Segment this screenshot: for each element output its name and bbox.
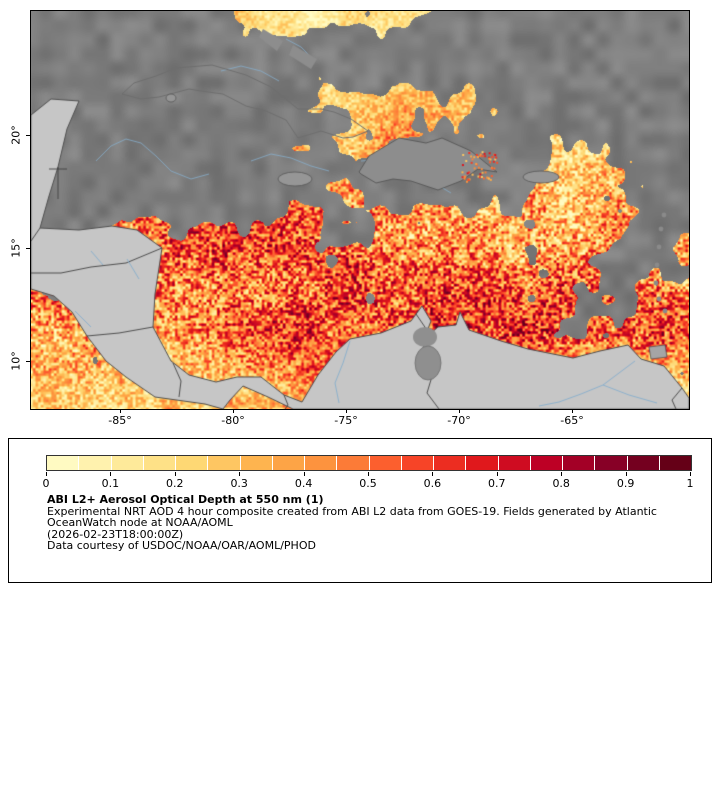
colorbar-segment: [176, 456, 208, 470]
colorbar-segment: [111, 456, 143, 470]
y-axis-tick: [26, 248, 30, 249]
x-axis-tick-label: -85°: [108, 414, 132, 427]
colorbar-tick: [303, 472, 305, 476]
colorbar-segment: [369, 456, 401, 470]
colorbar-tick-label: 0.6: [423, 477, 442, 490]
aod-map-canvas: [31, 11, 689, 409]
colorbar: [46, 455, 692, 471]
colorbar-segment: [272, 456, 304, 470]
colorbar-segment: [627, 456, 659, 470]
colorbar-segment: [79, 456, 111, 470]
colorbar-segment: [143, 456, 175, 470]
colorbar-tick: [368, 472, 369, 476]
x-axis-tick: [572, 409, 573, 413]
y-axis-tick-label: 15°: [9, 238, 23, 258]
colorbar-segment: [659, 456, 691, 470]
legend-credit: Data courtesy of USDOC/NOAA/OAR/AOML/PHO…: [47, 539, 316, 553]
colorbar-tick: [561, 472, 563, 476]
colorbar-tick: [625, 472, 627, 476]
colorbar-segment: [208, 456, 240, 470]
colorbar-tick-label: 0.7: [488, 477, 506, 490]
x-axis-tick-label: -75°: [334, 414, 358, 427]
colorbar-tick-label: 0.5: [359, 477, 377, 490]
colorbar-segment: [434, 456, 466, 470]
x-axis-tick-label: -65°: [560, 414, 584, 427]
colorbar-segment: [563, 456, 595, 470]
colorbar-segment: [240, 456, 272, 470]
y-axis-tick: [26, 135, 30, 136]
colorbar-tick-label: 0.9: [616, 477, 635, 490]
legend-description-line2: OceanWatch node at NOAA/AOML: [47, 516, 233, 530]
colorbar-tick: [432, 472, 434, 476]
colorbar-segment: [401, 456, 433, 470]
colorbar-tick-label: 0.4: [294, 477, 313, 490]
legend-timestamp: (2026-02-23T18:00:00Z): [47, 527, 184, 541]
map-frame: [30, 10, 690, 410]
colorbar-tick-label: 0.2: [166, 477, 184, 490]
x-axis-tick-label: -80°: [221, 414, 245, 427]
colorbar-tick: [110, 472, 112, 476]
colorbar-segment: [530, 456, 562, 470]
colorbar-tick-label: 0: [42, 477, 50, 490]
x-axis-tick: [459, 409, 460, 413]
colorbar-tick-label: 0.3: [230, 477, 248, 490]
colorbar-tick: [46, 472, 47, 476]
colorbar-segment: [47, 456, 79, 470]
legend-text-block: ABI L2+ Aerosol Optical Depth at 550 nm …: [47, 494, 657, 552]
legend-description-line1: Experimental NRT AOD 4 hour composite cr…: [47, 504, 657, 518]
colorbar-segment: [305, 456, 337, 470]
colorbar-segment: [466, 456, 498, 470]
colorbar-tick: [174, 472, 176, 476]
x-axis-tick-label: -70°: [447, 414, 471, 427]
x-axis-tick: [346, 409, 347, 413]
colorbar-tick: [239, 472, 241, 476]
y-axis-tick-label: 20°: [9, 125, 23, 145]
y-axis-tick: [26, 361, 30, 362]
legend-title: ABI L2+ Aerosol Optical Depth at 550 nm …: [47, 493, 324, 506]
x-axis-tick: [120, 409, 121, 413]
y-axis-tick-label: 10°: [9, 351, 23, 371]
legend-panel: 0 0.1 0.2 0.3 0.4 0.5 0.6 0.7 0.8 0.9 1 ABI L2+ Ae…: [8, 438, 712, 583]
colorbar-segment: [337, 456, 369, 470]
colorbar-tick-label: 0.8: [552, 477, 570, 490]
colorbar-segment: [498, 456, 530, 470]
colorbar-tick: [690, 472, 691, 476]
x-axis-tick: [233, 409, 234, 413]
colorbar-tick-label: 0.1: [101, 477, 120, 490]
colorbar-tick: [496, 472, 498, 476]
colorbar-tick-label: 1: [686, 477, 694, 490]
colorbar-segment: [595, 456, 627, 470]
